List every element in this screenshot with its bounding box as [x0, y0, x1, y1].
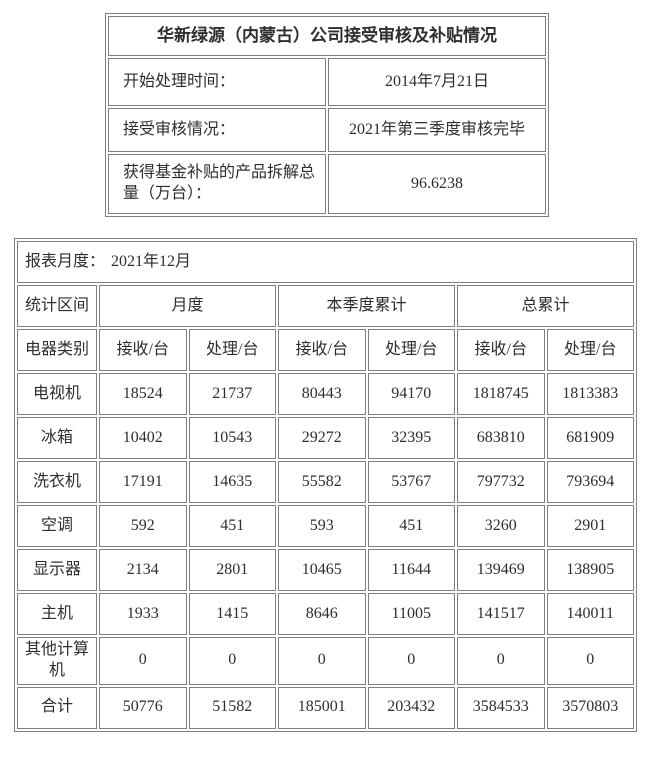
summary-label: 开始处理时间： [108, 58, 326, 106]
value-cell: 0 [99, 637, 187, 685]
value-cell: 10402 [99, 417, 187, 459]
value-cell: 451 [367, 505, 455, 547]
report-subheader-row: 电器类别 接收/台 处理/台 接收/台 处理/台 接收/台 处理/台 [17, 329, 634, 371]
subheader-received: 接收/台 [278, 329, 366, 371]
value-cell: 3260 [457, 505, 545, 547]
value-cell: 141517 [457, 593, 545, 635]
value-cell: 185001 [278, 686, 366, 729]
value-cell: 10543 [188, 417, 276, 459]
table-row-host: 主机 1933 1415 8646 11005 141517 140011 [17, 593, 634, 635]
value-cell: 797732 [457, 461, 545, 503]
value-cell: 1415 [188, 593, 276, 635]
table-row-ac: 空调 592 451 593 451 3260 2901 [17, 505, 634, 547]
value-cell: 18524 [99, 373, 187, 415]
value-cell: 94170 [367, 373, 455, 415]
value-cell: 683810 [457, 417, 545, 459]
category-cell: 冰箱 [17, 417, 97, 459]
value-cell: 0 [457, 637, 545, 685]
subheader-processed: 处理/台 [546, 329, 634, 371]
category-cell: 洗衣机 [17, 461, 97, 503]
category-cell: 电视机 [17, 373, 97, 415]
value-cell: 1933 [99, 593, 187, 635]
summary-value: 2014年7月21日 [328, 58, 546, 106]
value-cell: 592 [99, 505, 187, 547]
summary-label: 接受审核情况： [108, 108, 326, 152]
value-cell: 17191 [99, 461, 187, 503]
table-row-total: 合计 50776 51582 185001 203432 3584533 357… [17, 686, 634, 729]
value-cell: 11644 [367, 549, 455, 591]
value-cell: 50776 [99, 686, 187, 729]
stat-section-header: 统计区间 [17, 285, 97, 327]
value-cell: 29272 [278, 417, 366, 459]
value-cell: 3570803 [546, 686, 634, 729]
summary-label: 获得基金补贴的产品拆解总量（万台）： [108, 154, 326, 214]
group-header-month: 月度 [99, 285, 276, 327]
subheader-received: 接收/台 [457, 329, 545, 371]
value-cell: 0 [546, 637, 634, 685]
summary-title: 华新绿源（内蒙古）公司接受审核及补贴情况 [108, 16, 546, 56]
value-cell: 21737 [188, 373, 276, 415]
category-cell: 其他计算机 [17, 637, 97, 685]
value-cell: 139469 [457, 549, 545, 591]
value-cell: 593 [278, 505, 366, 547]
category-cell: 合计 [17, 686, 97, 729]
category-cell: 主机 [17, 593, 97, 635]
value-cell: 2901 [546, 505, 634, 547]
value-cell: 53767 [367, 461, 455, 503]
summary-title-row: 华新绿源（内蒙古）公司接受审核及补贴情况 [108, 16, 546, 56]
value-cell: 140011 [546, 593, 634, 635]
category-cell: 显示器 [17, 549, 97, 591]
table-row-monitor: 显示器 2134 2801 10465 11644 139469 138905 [17, 549, 634, 591]
subheader-processed: 处理/台 [367, 329, 455, 371]
report-month-row: 报表月度： 2021年12月 [17, 241, 634, 283]
value-cell: 138905 [546, 549, 634, 591]
category-cell: 空调 [17, 505, 97, 547]
value-cell: 32395 [367, 417, 455, 459]
value-cell: 11005 [367, 593, 455, 635]
group-header-total: 总累计 [457, 285, 634, 327]
value-cell: 80443 [278, 373, 366, 415]
table-row-other-computer: 其他计算机 0 0 0 0 0 0 [17, 637, 634, 685]
value-cell: 203432 [367, 686, 455, 729]
value-cell: 51582 [188, 686, 276, 729]
value-cell: 2134 [99, 549, 187, 591]
report-table: 报表月度： 2021年12月 统计区间 月度 本季度累计 总累计 电器类别 接收/… [14, 238, 637, 732]
summary-row: 获得基金补贴的产品拆解总量（万台）： 96.6238 [108, 154, 546, 214]
table-row-tv: 电视机 18524 21737 80443 94170 1818745 1813… [17, 373, 634, 415]
table-row-washer: 洗衣机 17191 14635 55582 53767 797732 79369… [17, 461, 634, 503]
value-cell: 8646 [278, 593, 366, 635]
subheader-received: 接收/台 [99, 329, 187, 371]
value-cell: 681909 [546, 417, 634, 459]
summary-value: 96.6238 [328, 154, 546, 214]
value-cell: 0 [278, 637, 366, 685]
table-row-fridge: 冰箱 10402 10543 29272 32395 683810 681909 [17, 417, 634, 459]
group-header-quarter: 本季度累计 [278, 285, 455, 327]
summary-table: 华新绿源（内蒙古）公司接受审核及补贴情况 开始处理时间： 2014年7月21日 … [105, 13, 549, 217]
category-header: 电器类别 [17, 329, 97, 371]
report-group-header-row: 统计区间 月度 本季度累计 总累计 [17, 285, 634, 327]
value-cell: 10465 [278, 549, 366, 591]
value-cell: 0 [188, 637, 276, 685]
value-cell: 1813383 [546, 373, 634, 415]
value-cell: 2801 [188, 549, 276, 591]
summary-row: 接受审核情况： 2021年第三季度审核完毕 [108, 108, 546, 152]
value-cell: 14635 [188, 461, 276, 503]
value-cell: 793694 [546, 461, 634, 503]
value-cell: 451 [188, 505, 276, 547]
report-month-label: 报表月度： [25, 252, 106, 270]
summary-row: 开始处理时间： 2014年7月21日 [108, 58, 546, 106]
value-cell: 55582 [278, 461, 366, 503]
report-month-cell: 报表月度： 2021年12月 [17, 241, 634, 283]
summary-value: 2021年第三季度审核完毕 [328, 108, 546, 152]
value-cell: 0 [367, 637, 455, 685]
value-cell: 1818745 [457, 373, 545, 415]
subheader-processed: 处理/台 [188, 329, 276, 371]
report-month-value: 2021年12月 [111, 252, 192, 270]
value-cell: 3584533 [457, 686, 545, 729]
